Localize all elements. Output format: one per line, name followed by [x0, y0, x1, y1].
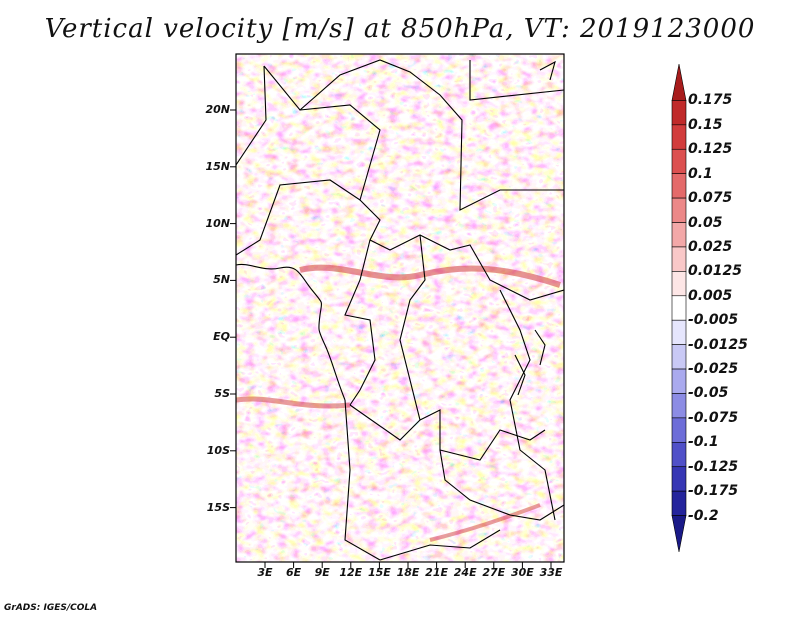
colorbar-label: 0.05 — [688, 214, 723, 231]
velocity-field — [236, 54, 564, 562]
lon-label: 15E — [367, 566, 391, 579]
colorbar-swatch — [671, 197, 687, 223]
colorbar-swatch — [671, 319, 687, 345]
colorbar-label: 0.15 — [688, 116, 723, 133]
lat-label: 5N — [213, 273, 230, 287]
colorbar-label: 0.0125 — [688, 263, 743, 280]
lat-label: 15N — [205, 159, 230, 173]
colorbar-swatch — [671, 271, 687, 297]
lat-label: 5S — [214, 387, 230, 400]
colorbar-label: -0.175 — [688, 483, 739, 500]
colorbar-swatch — [671, 490, 687, 516]
colorbar-swatch — [671, 173, 687, 199]
colorbar-swatch — [671, 344, 687, 370]
colorbar-label: -0.1 — [688, 434, 719, 451]
lon-label: 21E — [425, 566, 448, 579]
lon-label: 30E — [510, 566, 534, 579]
lat-label: 10N — [205, 216, 230, 230]
lon-label: 12E — [339, 566, 363, 579]
lon-label: 18E — [396, 566, 420, 579]
colorbar-swatch — [671, 466, 687, 492]
colorbar-label: -0.05 — [688, 385, 729, 402]
map-frame — [235, 53, 565, 563]
lat-label: 15S — [206, 500, 230, 514]
colorbar-label: 0.025 — [688, 238, 733, 255]
colorbar-swatch — [671, 222, 687, 248]
lat-label: EQ — [213, 330, 230, 344]
lon-label: 9E — [314, 566, 330, 579]
map-title: Vertical velocity [m/s] at 850hPa, VT: 2… — [44, 14, 756, 44]
colorbar-label: 0.005 — [688, 287, 733, 304]
colorbar-label: -0.125 — [688, 458, 739, 475]
colorbar-label: -0.075 — [688, 409, 739, 426]
colorbar-swatch — [671, 368, 687, 394]
colorbar-swatch — [671, 393, 687, 419]
colorbar-swatch — [671, 148, 687, 174]
colorbar-swatch — [671, 63, 687, 101]
colorbar-label: 0.075 — [688, 190, 733, 207]
colorbar-swatch — [671, 100, 687, 126]
colorbar-swatch — [671, 515, 687, 553]
colorbar-label: -0.005 — [688, 312, 739, 329]
lon-label: 27E — [482, 566, 506, 579]
colorbar-label: 0.125 — [688, 141, 733, 158]
lon-label: 24E — [453, 566, 477, 579]
colorbar-swatch — [671, 442, 687, 468]
lat-label: 20N — [205, 103, 230, 116]
colorbar-label: 0.1 — [688, 165, 713, 182]
colorbar-swatch — [671, 417, 687, 443]
colorbar-label: 0.175 — [688, 92, 733, 109]
colorbar-label: -0.0125 — [688, 336, 748, 353]
grads-credit: GrADS: IGES/COLA — [4, 603, 98, 613]
lat-label: 10S — [206, 443, 230, 457]
colorbar-swatch — [671, 124, 687, 150]
colorbar-label: -0.2 — [688, 507, 719, 524]
colorbar-swatch — [671, 246, 687, 272]
lon-label: 33E — [539, 566, 563, 579]
lon-label: 6E — [286, 566, 302, 579]
country-borders — [236, 59, 564, 561]
colorbar-label: -0.025 — [688, 361, 739, 378]
colorbar-swatch — [671, 295, 687, 321]
lon-label: 3E — [257, 566, 273, 579]
colorbar — [671, 63, 687, 553]
